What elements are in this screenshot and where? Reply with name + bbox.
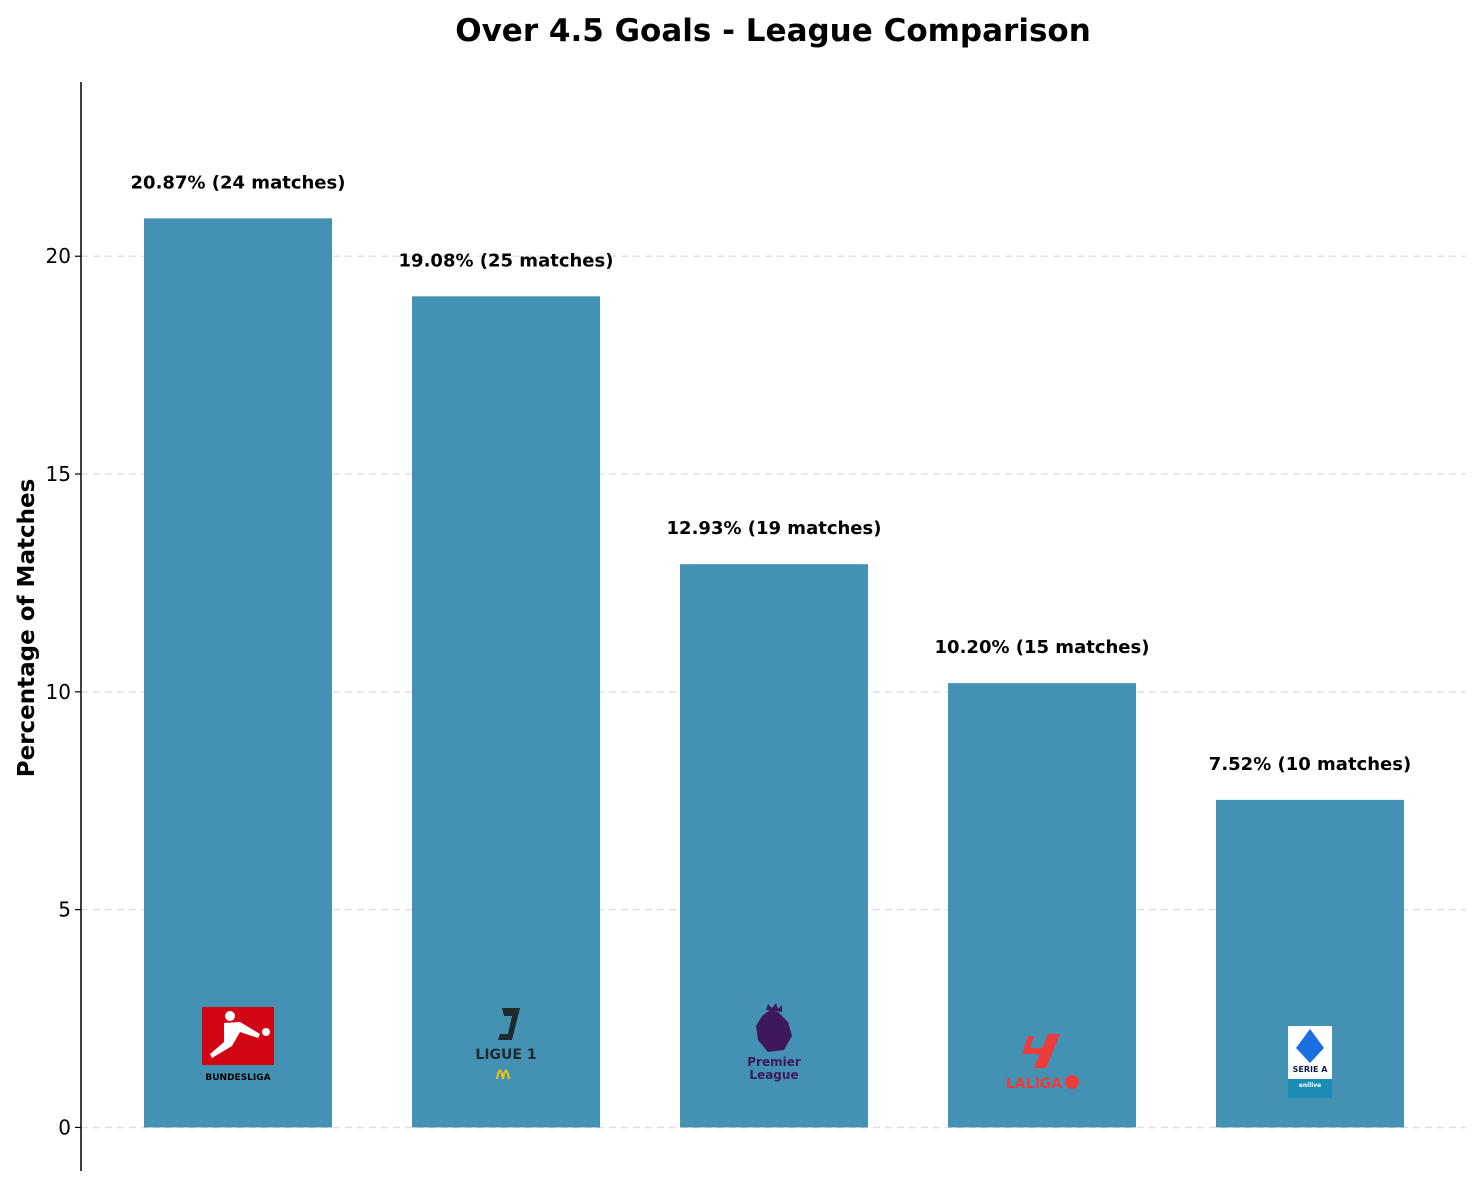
premier-league-wordmark-line2: League (749, 1068, 798, 1082)
laliga-mark-right-icon (1034, 1034, 1060, 1068)
laliga-wordmark: LALIGA (1006, 1076, 1062, 1092)
ligue1-logo: LIGUE 1 (475, 1008, 537, 1080)
bar-value-label: 20.87% (24 matches) (131, 172, 346, 193)
serie-a-wordmark: SERIE A (1293, 1065, 1329, 1074)
bundesliga-logo: BUNDESLIGA (202, 1007, 274, 1083)
player-silhouette-icon (210, 1022, 260, 1058)
serie-a-logo: SERIE A enilive (1288, 1026, 1332, 1098)
bar-value-label: 12.93% (19 matches) (667, 518, 882, 539)
ball-icon (262, 1028, 270, 1036)
bundesliga-wordmark: BUNDESLIGA (205, 1073, 270, 1083)
ligue1-wordmark: LIGUE 1 (475, 1047, 536, 1063)
bar-bundesliga (144, 218, 332, 1128)
premier-league-wordmark-line1: Premier (747, 1055, 801, 1069)
bar-value-label: 7.52% (10 matches) (1209, 754, 1411, 775)
y-axis-label: Percentage of Matches (14, 479, 40, 778)
laliga-logo: LALIGA (1006, 1034, 1079, 1092)
bar-value-label: 19.08% (25 matches) (399, 250, 614, 271)
lion-head-icon (756, 1010, 792, 1052)
crown-icon (766, 1003, 782, 1012)
chart-title: Over 4.5 Goals - League Comparison (455, 13, 1091, 49)
y-tick-label: 5 (58, 898, 71, 922)
serie-a-shield-icon (1296, 1029, 1324, 1063)
y-tick-label: 10 (46, 680, 71, 704)
y-tick-label: 15 (46, 462, 71, 486)
y-tick-label: 20 (46, 244, 71, 268)
sponsor-ball-icon (1065, 1075, 1079, 1089)
ligue1-mark-icon (498, 1008, 520, 1040)
sponsor-arches-icon (496, 1069, 510, 1080)
y-axis: 0 5 10 15 20 (46, 82, 82, 1171)
laliga-mark-left-icon (1022, 1036, 1046, 1054)
bar-ligue-1 (412, 296, 600, 1128)
y-tick-label: 0 (58, 1115, 71, 1139)
bars (144, 218, 1404, 1128)
sponsor-band (1288, 1079, 1332, 1098)
sponsor-wordmark: enilive (1299, 1082, 1322, 1089)
player-head-icon (225, 1011, 235, 1021)
bar-value-labels: 20.87% (24 matches) 19.08% (25 matches) 12… (131, 172, 1412, 775)
bar-value-label: 10.20% (15 matches) (935, 637, 1150, 658)
